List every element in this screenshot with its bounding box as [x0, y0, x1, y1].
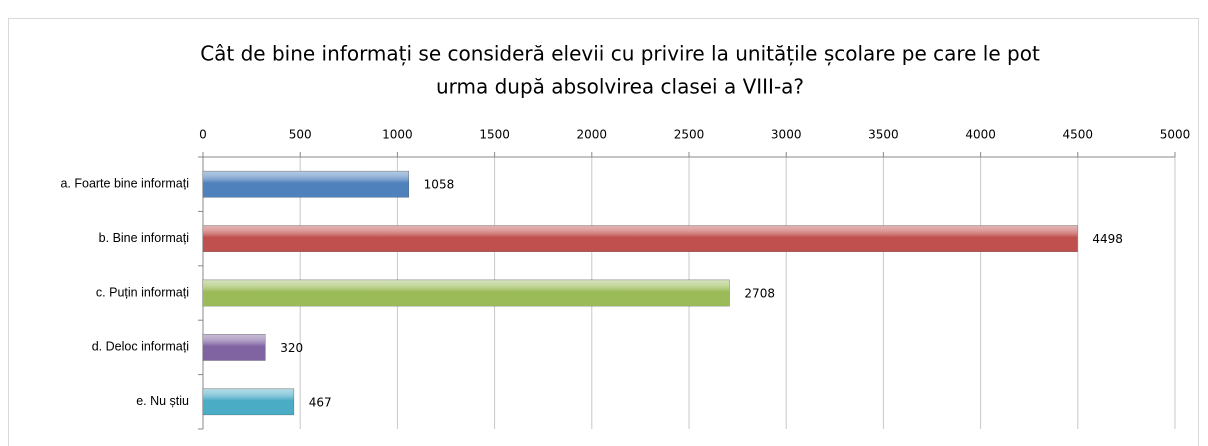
bar-shine [203, 171, 409, 198]
y-tick-label: c. Puțin informați [96, 285, 189, 299]
chart-title: Cât de bine informați se consideră elevi… [200, 42, 1040, 66]
x-tick-label: 1500 [479, 128, 510, 142]
bar-shine [203, 225, 1078, 252]
x-tick-label: 3000 [771, 128, 802, 142]
y-tick-label: a. Foarte bine informați [60, 176, 189, 190]
bar-shine [203, 388, 294, 415]
x-tick-label: 4000 [965, 128, 996, 142]
x-tick-label: 2500 [674, 128, 705, 142]
x-tick-label: 4500 [1063, 128, 1094, 142]
x-tick-label: 0 [199, 128, 207, 142]
x-tick-label: 5000 [1160, 128, 1191, 142]
value-label: 2708 [744, 287, 775, 301]
bar-shine [203, 334, 266, 361]
x-tick-label: 500 [289, 128, 312, 142]
y-tick-label: b. Bine informați [99, 231, 189, 245]
bar-shine [203, 280, 730, 306]
x-tick-label: 3500 [868, 128, 899, 142]
value-label: 320 [280, 341, 303, 355]
chart-title: urma după absolvirea clasei a VIII-a? [436, 75, 804, 99]
value-label: 4498 [1092, 232, 1123, 246]
x-tick-label: 2000 [577, 128, 608, 142]
x-tick-label: 1000 [382, 128, 413, 142]
value-label: 1058 [424, 178, 455, 192]
y-tick-label: e. Nu știu [136, 394, 189, 408]
y-tick-label: d. Deloc informați [92, 340, 189, 354]
value-label: 467 [309, 395, 332, 409]
